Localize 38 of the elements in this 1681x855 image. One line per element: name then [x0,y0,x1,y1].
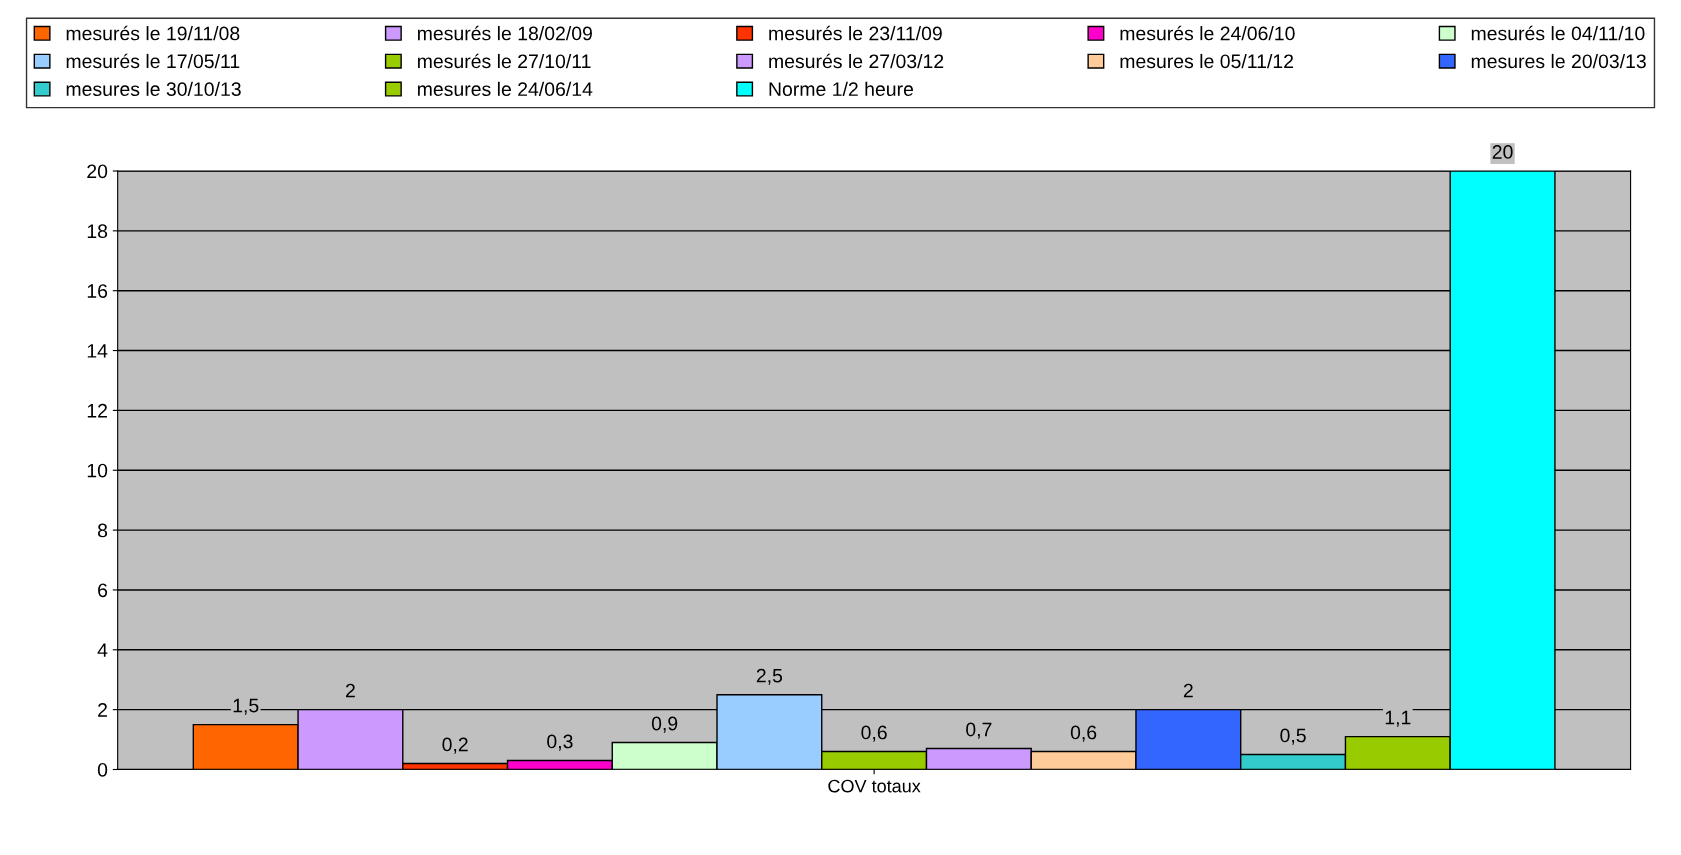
y-tick-label: 10 [87,463,108,478]
legend-label: mesurés le 23/11/09 [769,25,942,41]
data-label: 0,3 [547,734,573,751]
legend-label: mesures le 24/06/14 [417,81,593,97]
data-label: 0,9 [651,716,678,733]
data-label: 0,2 [442,737,468,754]
legend-label: mesures le 05/11/12 [1120,53,1294,69]
y-tick-label: 20 [87,164,108,179]
legend-label: mesures le 20/03/13 [1471,53,1646,69]
y-tick-label: 16 [87,284,108,298]
legend-label: mesurés le 19/11/08 [66,25,240,41]
legend-label: mesurés le 27/03/12 [769,53,944,69]
legend-label: mesurés le 18/02/09 [417,25,592,41]
y-tick-label: 6 [98,583,108,598]
legend-label: mesures le 30/10/13 [66,81,241,97]
legend-label: mesurés le 17/05/11 [66,53,240,69]
y-tick-label: 18 [87,224,108,239]
legend-label: Norme 1/2 heure [769,81,914,97]
y-tick-label: 4 [97,643,108,657]
legend-label: mesurés le 24/06/10 [1120,25,1295,41]
data-label: 0,6 [1070,725,1097,742]
data-label: 1,5 [233,698,259,715]
data-label: 20 [1492,145,1513,159]
y-tick-label: 0 [97,762,108,777]
legend-label: mesurés le 27/10/11 [417,53,591,69]
data-label: 0,5 [1280,728,1306,745]
y-tick-label: 14 [87,344,108,358]
data-label: 0,7 [966,722,992,739]
data-label: 2 [346,683,355,698]
y-tick-label: 12 [87,403,107,418]
data-label: 2,5 [756,668,783,685]
y-tick-label: 2 [98,703,107,717]
y-tick-label: 8 [97,523,108,538]
legend-label: mesurés le 04/11/10 [1471,25,1645,41]
data-label: 1,1 [1385,710,1411,727]
data-label: 0,6 [861,725,887,742]
x-tick-label: COV totaux [828,779,921,793]
data-label: 2 [1183,683,1193,698]
